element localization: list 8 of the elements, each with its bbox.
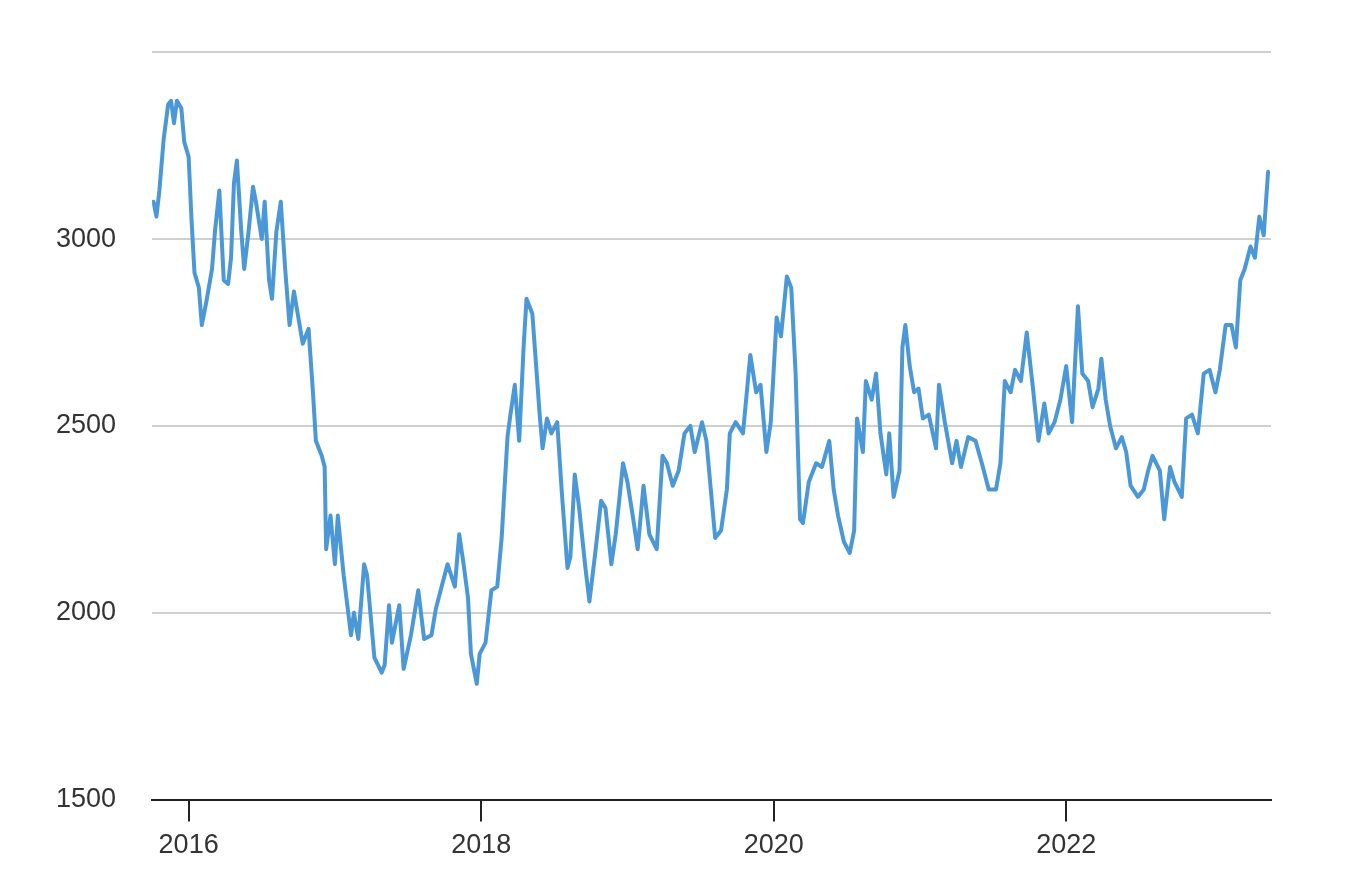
y-tick-label: 2500	[55, 409, 117, 440]
x-tick-label: 2020	[743, 829, 804, 860]
x-tick-label: 2022	[1036, 829, 1097, 860]
x-tick-label: 2018	[451, 829, 512, 860]
y-tick-label: 3000	[55, 222, 117, 253]
x-tick-label: 2016	[158, 829, 219, 860]
y-tick-label: 1500	[55, 783, 117, 814]
y-tick-label: 2000	[55, 596, 117, 627]
